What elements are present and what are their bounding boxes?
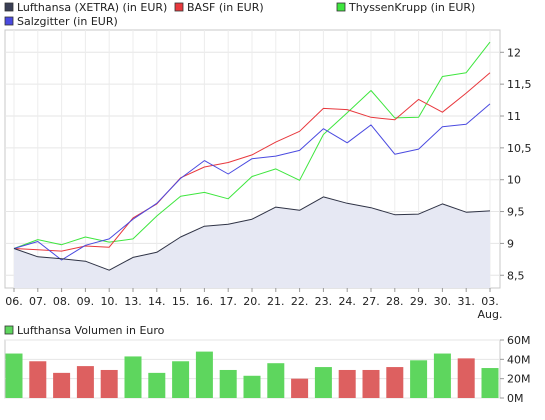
x-tick-label: 23. — [315, 295, 333, 308]
legend-label-basf-in-eur: BASF (in EUR) — [187, 1, 264, 14]
volume-bar — [457, 358, 475, 398]
volume-bar — [29, 361, 47, 398]
volume-bar — [100, 369, 118, 398]
volume-y-tick-label: 40M — [507, 353, 531, 366]
x-tick-label: 29. — [410, 295, 428, 308]
volume-bar — [386, 367, 404, 398]
x-tick-label: 16. — [196, 295, 214, 308]
x-tick-label: 10. — [100, 295, 118, 308]
volume-bar — [481, 368, 499, 398]
price-y-tick-label: 11,5 — [507, 78, 532, 91]
x-tick-label: 15. — [172, 295, 190, 308]
legend-label-thyssenkrupp-in-eur: ThyssenKrupp (in EUR) — [348, 1, 475, 14]
x-tick-label: 08. — [53, 295, 71, 308]
price-y-tick-label: 8,5 — [507, 269, 525, 282]
volume-bar — [314, 367, 332, 398]
volume-legend: Lufthansa Volumen in Euro — [4, 324, 165, 337]
volume-y-tick-label: 0M — [507, 392, 524, 405]
volume-bar — [267, 363, 285, 398]
x-tick-label: 22. — [291, 295, 309, 308]
price-y-tick-label: 10 — [507, 174, 521, 187]
x-tick-label: 06. — [5, 295, 23, 308]
price-series-lines — [13, 41, 491, 271]
volume-bar — [5, 353, 23, 398]
x-tick-label: 21. — [267, 295, 285, 308]
legend-label-lufthansa-xetra-in-eur: Lufthansa (XETRA) (in EUR) — [17, 1, 167, 14]
volume-chart-panel: 0M 20M 40M 60M — [4, 334, 531, 405]
x-tick-label: 20. — [243, 295, 261, 308]
volume-bar — [410, 360, 428, 398]
price-y-tick-label: 10,5 — [507, 142, 532, 155]
price-y-tick-label: 11 — [507, 110, 521, 123]
series-line-thyssenkrupp-in-eur — [13, 41, 491, 249]
volume-y-tick-label: 20M — [507, 373, 531, 386]
legend-label-salzgitter-in-eur: Salzgitter (in EUR) — [17, 15, 118, 28]
x-tick-label: 13. — [124, 295, 142, 308]
x-tick-label: 07. — [29, 295, 47, 308]
volume-bar — [53, 372, 71, 398]
x-tick-label: 30. — [434, 295, 452, 308]
legend-swatch-volume — [4, 325, 14, 335]
volume-bar — [433, 353, 451, 398]
price-chart-panel: 8,5 9 9,5 10 10,5 11 11,5 12 06. 07. 08. 09. 10. 13.… — [4, 29, 532, 321]
price-y-tick-label: 9 — [507, 237, 514, 250]
volume-bar — [243, 375, 261, 398]
legend-swatch-salzgitter-in-eur — [4, 16, 14, 26]
date-x-axis: 06. 07. 08. 09. 10. 13. 14. 15. 16. 17. 20. 21. 22. 2… — [5, 288, 502, 321]
volume-bar — [291, 378, 309, 398]
lufthansa-area — [14, 196, 490, 288]
series-line-lufthansa-xetra-in-eur — [13, 196, 491, 271]
volume-y-axis: 0M 20M 40M 60M — [500, 334, 531, 405]
x-tick-label: 17. — [219, 295, 237, 308]
x-tick-sublabel-month: Aug. — [478, 308, 503, 321]
series-line-basf-in-eur — [13, 72, 491, 252]
volume-bar — [195, 351, 213, 398]
lufthansa-area-fill — [14, 196, 490, 288]
price-y-tick-label: 12 — [507, 46, 521, 59]
x-tick-label: 24. — [338, 295, 356, 308]
x-tick-label: 31. — [457, 295, 475, 308]
price-y-axis: 8,5 9 9,5 10 10,5 11 11,5 12 — [500, 46, 532, 282]
legend-swatch-lufthansa-xetra-in-eur — [4, 2, 14, 12]
volume-bar — [148, 372, 166, 398]
x-tick-label: 03. — [481, 295, 499, 308]
price-y-tick-label: 9,5 — [507, 206, 525, 219]
volume-bar — [219, 369, 237, 398]
price-legend: Lufthansa (XETRA) (in EUR) BASF (in EUR) T… — [4, 1, 475, 28]
legend-label-volume: Lufthansa Volumen in Euro — [17, 324, 165, 337]
series-line-salzgitter-in-eur — [13, 103, 491, 261]
x-tick-label: 09. — [77, 295, 95, 308]
x-tick-label: 14. — [148, 295, 166, 308]
volume-y-tick-label: 60M — [507, 334, 531, 347]
legend-swatch-basf-in-eur — [174, 2, 184, 12]
volume-bar — [338, 369, 356, 398]
legend-swatch-thyssenkrupp-in-eur — [336, 2, 346, 12]
x-tick-label: 28. — [386, 295, 404, 308]
volume-bar — [76, 366, 94, 398]
volume-bar — [124, 356, 142, 398]
volume-bars — [5, 351, 499, 398]
x-tick-label: 27. — [362, 295, 380, 308]
volume-bar — [172, 361, 190, 398]
volume-bar — [362, 369, 380, 398]
